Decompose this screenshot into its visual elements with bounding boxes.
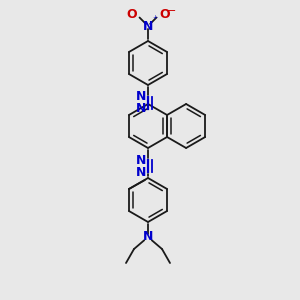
Text: ⁺: ⁺ xyxy=(152,15,158,25)
Text: N: N xyxy=(136,103,146,116)
Text: N: N xyxy=(136,166,146,178)
Text: N: N xyxy=(143,20,153,32)
Text: N: N xyxy=(143,230,153,244)
Text: −: − xyxy=(167,6,176,16)
Text: O: O xyxy=(126,8,137,21)
Text: N: N xyxy=(136,154,146,166)
Text: N: N xyxy=(136,91,146,103)
Text: O: O xyxy=(159,8,170,21)
